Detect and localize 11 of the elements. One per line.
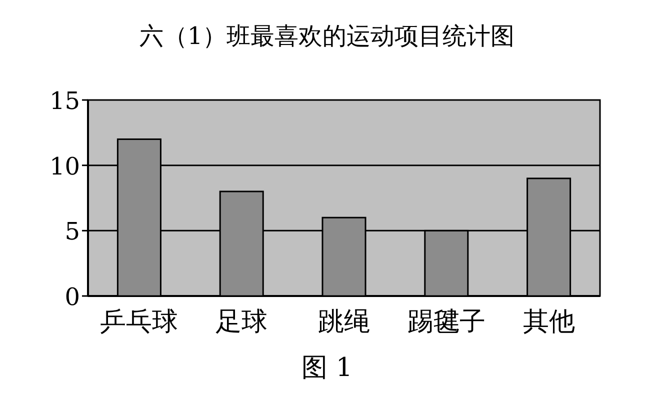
ytick: 10: [49, 152, 80, 180]
annotation: 图 1: [302, 353, 352, 383]
ytick: 15: [49, 87, 80, 115]
xtick: 其他: [522, 307, 575, 337]
ytick: 0: [64, 283, 80, 311]
title: 六（1）班最喜欢的运动项目统计图: [139, 22, 515, 50]
xtick: 踢毽子: [407, 307, 486, 337]
ytick: 5: [64, 218, 80, 246]
xtick: 乒乓球: [100, 307, 178, 337]
xtick: 足球: [216, 307, 268, 337]
xtick: 跳绳: [318, 307, 370, 337]
